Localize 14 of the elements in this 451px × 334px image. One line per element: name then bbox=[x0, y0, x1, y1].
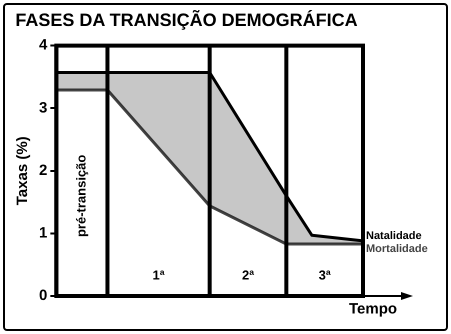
y-tick-label: 0 bbox=[39, 287, 48, 304]
y-axis-title: Taxas (%) bbox=[14, 136, 32, 206]
annotation: 3ª bbox=[318, 268, 331, 283]
chart-title: FASES DA TRANSIÇÃO DEMOGRÁFICA bbox=[15, 8, 358, 30]
annotation: pré-transição bbox=[73, 154, 88, 238]
y-tick-label: 1 bbox=[39, 224, 48, 242]
annotation: 2ª bbox=[242, 268, 254, 283]
annotation: 1ª bbox=[152, 268, 165, 283]
x-axis-title: Tempo bbox=[348, 300, 398, 318]
y-tick-label: 4 bbox=[39, 36, 48, 54]
y-tick-label: 2 bbox=[39, 162, 48, 179]
y-tick-label: 3 bbox=[39, 99, 48, 116]
series-label: Mortalidade bbox=[366, 243, 428, 256]
series-label: Natalidade bbox=[366, 230, 422, 242]
